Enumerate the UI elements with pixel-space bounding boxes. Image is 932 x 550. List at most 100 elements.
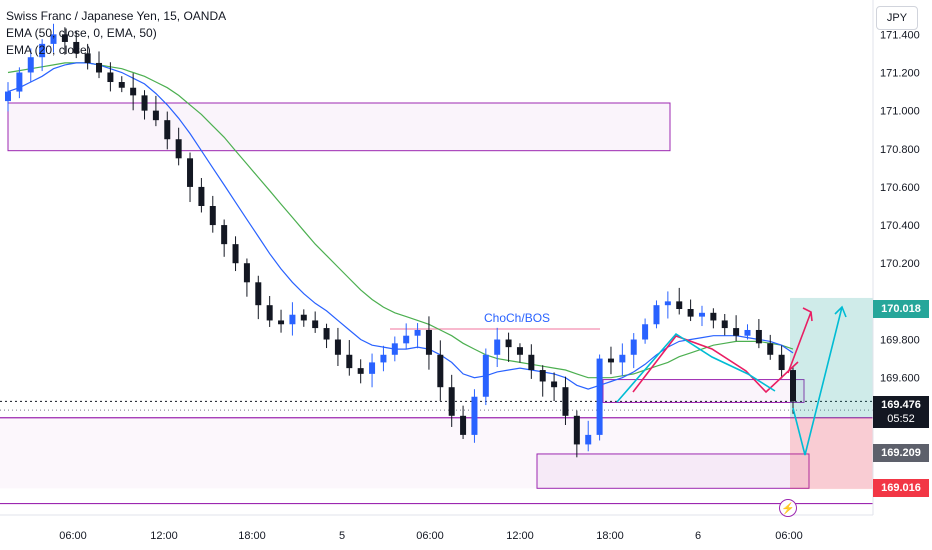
- candle-body: [369, 362, 376, 374]
- candle-body: [107, 72, 114, 83]
- pattern-drawings: [616, 305, 847, 456]
- lower-demand-zone: [536, 453, 810, 489]
- candle: [437, 340, 444, 401]
- candle: [562, 376, 569, 425]
- candle: [141, 90, 148, 120]
- candle-body: [494, 339, 501, 355]
- mid-range-zone: [602, 379, 805, 403]
- bar-countdown: 05:52: [887, 413, 915, 425]
- ema50-legend[interactable]: EMA (50, close, 0, EMA, 50): [6, 26, 157, 40]
- target-price-tag: 170.018: [873, 300, 929, 318]
- candle-body: [39, 43, 46, 58]
- candle: [687, 299, 694, 322]
- candle: [778, 345, 785, 379]
- candle: [266, 295, 273, 327]
- candle-body: [471, 396, 478, 435]
- candle: [107, 62, 114, 92]
- candle: [676, 287, 683, 315]
- candle: [152, 95, 159, 127]
- cyan-pattern-line: [616, 332, 776, 403]
- candle: [380, 345, 387, 372]
- candle: [505, 332, 512, 362]
- candle: [118, 76, 125, 93]
- candle: [653, 300, 660, 329]
- candle-body: [209, 206, 216, 226]
- candle-body: [687, 309, 694, 317]
- time-tick-label: 18:00: [238, 530, 266, 542]
- candle-body: [198, 186, 205, 206]
- candle-body: [710, 312, 717, 321]
- candle: [790, 366, 796, 414]
- chart-zones: [0, 102, 873, 505]
- ema50-line: [7, 62, 794, 379]
- candle-body: [187, 158, 194, 187]
- candle: [425, 316, 432, 370]
- price-tick-label: 169.600: [880, 373, 920, 385]
- candle-body: [551, 381, 558, 388]
- candle-body: [175, 139, 182, 159]
- candle-body: [266, 305, 273, 321]
- time-tick-label: 06:00: [775, 530, 803, 542]
- candle: [551, 372, 558, 402]
- currency-button[interactable]: JPY: [876, 6, 918, 30]
- candle-body: [516, 347, 523, 355]
- lightning-icon[interactable]: ⚡: [779, 499, 797, 517]
- stop-zone: [790, 417, 873, 490]
- symbol-title[interactable]: Swiss Franc / Japanese Yen, 15, OANDA: [6, 9, 227, 23]
- price-tick-label: 170.400: [880, 220, 920, 232]
- candle: [642, 318, 649, 344]
- candle-body: [539, 370, 546, 382]
- candle-body: [16, 72, 23, 92]
- time-tick-label: 18:00: [596, 530, 624, 542]
- time-tick-label: 06:00: [416, 530, 444, 542]
- candle-body: [243, 263, 250, 283]
- candle: [130, 73, 137, 111]
- candle: [482, 348, 489, 406]
- candle: [698, 305, 705, 327]
- candle-body: [585, 434, 592, 445]
- candle: [187, 152, 194, 203]
- ema20-legend[interactable]: EMA (20, close): [6, 43, 91, 57]
- candle-body: [733, 328, 740, 336]
- candle-body: [755, 329, 762, 344]
- candle: [573, 410, 580, 458]
- candle-body: [130, 87, 137, 96]
- price-axis[interactable]: 171.400 171.200 171.000 170.800 170.600 170.4…: [872, 0, 920, 515]
- candle-body: [767, 343, 774, 355]
- candle-body: [698, 312, 705, 317]
- candle: [539, 365, 546, 397]
- candle-body: [391, 343, 398, 355]
- candle-body: [334, 339, 341, 355]
- candle: [630, 333, 637, 369]
- candle-body: [5, 91, 11, 102]
- candle-body: [744, 329, 751, 336]
- candle-body: [289, 314, 296, 325]
- candle-body: [312, 320, 319, 329]
- candle-body: [221, 225, 228, 245]
- candle: [255, 275, 262, 320]
- candle: [39, 39, 46, 72]
- candle-body: [84, 53, 91, 63]
- candle: [596, 354, 603, 441]
- candle: [27, 48, 34, 83]
- time-tick-label: 12:00: [150, 530, 178, 542]
- time-tick-label: 6: [695, 530, 701, 542]
- candle-body: [562, 387, 569, 416]
- candle-body: [596, 358, 603, 435]
- candle: [198, 178, 205, 213]
- candle: [96, 51, 103, 79]
- time-axis[interactable]: 06:00 12:00 18:00 5 06:00 12:00 18:00 6 06:00: [0, 514, 873, 542]
- candle-body: [255, 282, 262, 306]
- price-tick-label: 169.800: [880, 335, 920, 347]
- candle: [403, 323, 410, 349]
- candle-body: [505, 339, 512, 348]
- candle-body: [721, 320, 728, 329]
- candle-body: [278, 320, 285, 325]
- candle: [619, 343, 626, 377]
- candle-body: [653, 305, 660, 325]
- candle: [494, 327, 501, 368]
- candle-body: [642, 324, 649, 340]
- candles: [5, 23, 796, 458]
- candle: [334, 327, 341, 366]
